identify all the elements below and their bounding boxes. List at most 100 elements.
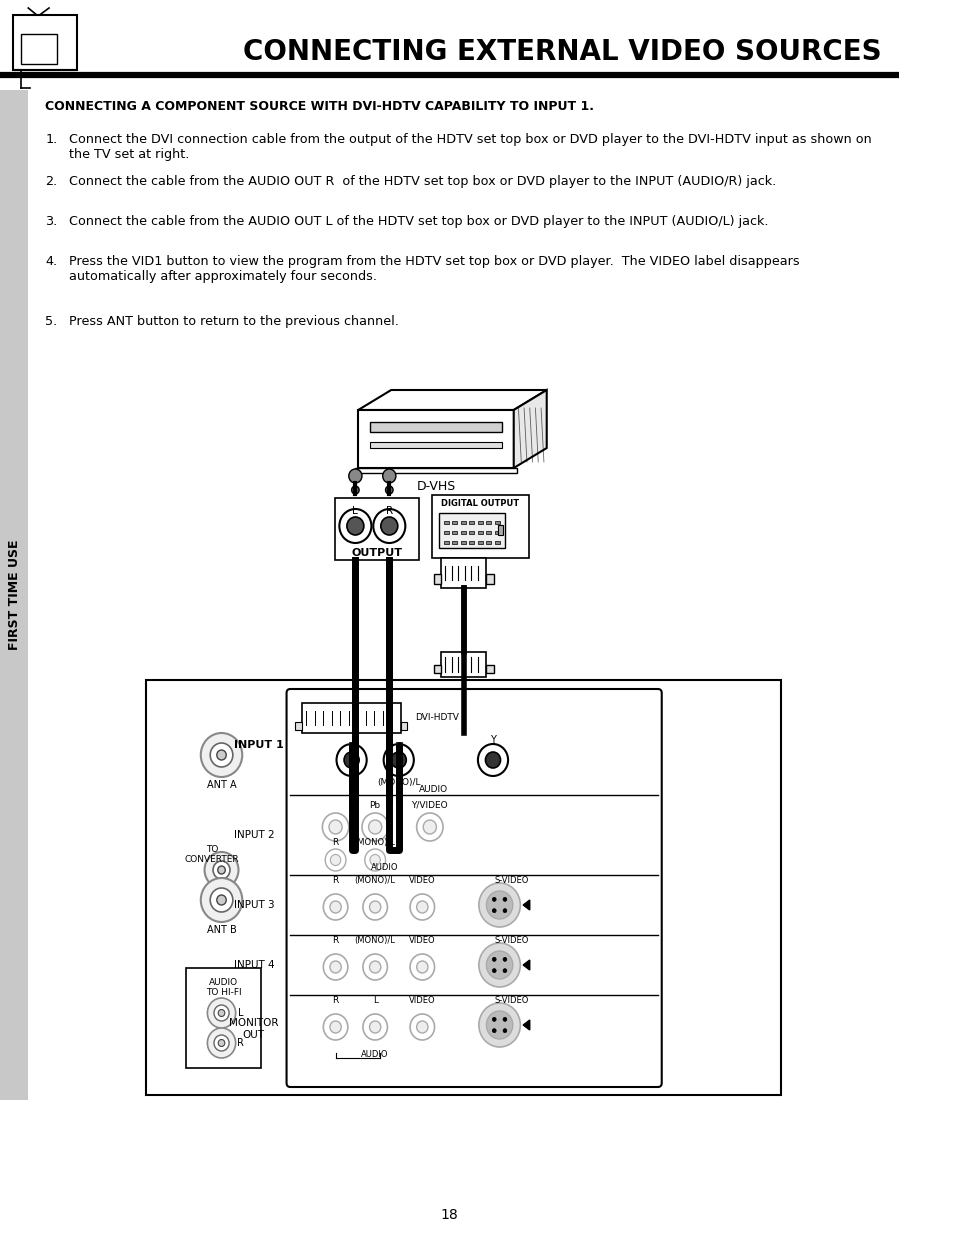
Bar [477,531,482,534]
Text: 2.: 2. [45,175,57,188]
Bar [146,680,780,1095]
Circle shape [410,953,435,981]
Bar [294,722,301,730]
Text: D-VHS: D-VHS [416,479,456,493]
Text: Y/VIDEO: Y/VIDEO [411,800,448,809]
Circle shape [361,813,388,841]
Text: 18: 18 [440,1208,458,1221]
Circle shape [323,953,348,981]
Text: (MONO)/L: (MONO)/L [355,936,395,945]
Bar [400,722,407,730]
Circle shape [485,752,500,768]
Bar [469,531,474,534]
Bar [460,521,465,524]
Bar [369,442,502,448]
Circle shape [416,961,428,973]
Circle shape [492,968,496,973]
Text: R: R [332,876,338,885]
Text: FIRST TIME USE: FIRST TIME USE [8,540,21,651]
Polygon shape [357,390,546,410]
Bar [477,521,482,524]
Circle shape [218,1040,225,1046]
Circle shape [416,813,442,841]
Text: 3.: 3. [45,215,57,228]
Text: CONNECTING EXTERNAL VIDEO SOURCES: CONNECTING EXTERNAL VIDEO SOURCES [242,38,881,65]
Bar [443,531,448,534]
Bar [497,525,503,535]
Bar [469,521,474,524]
Circle shape [330,1021,341,1032]
Polygon shape [522,900,529,910]
Text: Connect the DVI connection cable from the output of the HDTV set top box or DVD : Connect the DVI connection cable from th… [69,133,871,161]
Circle shape [347,517,363,535]
Text: (MONO)/L: (MONO)/L [355,839,395,847]
Text: L: L [352,506,358,516]
Circle shape [339,509,371,543]
Text: DVI-HDTV: DVI-HDTV [415,714,458,722]
Circle shape [368,820,381,834]
Text: (MONO)/L: (MONO)/L [355,876,395,885]
Text: Press ANT button to return to the previous channel.: Press ANT button to return to the previo… [69,315,398,329]
Circle shape [204,852,238,888]
Text: VIDEO: VIDEO [409,995,436,1005]
Circle shape [213,861,230,879]
Text: 5.: 5. [45,315,57,329]
Text: Press the VID1 button to view the program from the HDTV set top box or DVD playe: Press the VID1 button to view the progra… [69,254,799,283]
Text: MONITOR
OUT: MONITOR OUT [229,1018,278,1040]
Text: R: R [332,995,338,1005]
Circle shape [391,752,406,768]
Text: R: R [348,778,355,788]
Text: S-VIDEO: S-VIDEO [495,995,529,1005]
Circle shape [478,944,519,987]
Circle shape [369,902,380,913]
FancyBboxPatch shape [286,689,661,1087]
Text: S-VIDEO: S-VIDEO [495,936,529,945]
Circle shape [486,890,513,919]
Text: R: R [332,936,338,945]
Bar [452,531,456,534]
Text: S-VIDEO: S-VIDEO [495,876,529,885]
Circle shape [336,743,366,776]
Bar [460,531,465,534]
Circle shape [373,509,405,543]
Bar [369,422,502,432]
Text: Connect the cable from the AUDIO OUT L of the HDTV set top box or DVD player to : Connect the cable from the AUDIO OUT L o… [69,215,767,228]
Bar [357,410,514,468]
Text: Y: Y [490,735,496,745]
Bar [434,664,440,673]
Circle shape [322,813,349,841]
Text: L: L [237,1008,243,1018]
Text: TO
CONVERTER: TO CONVERTER [185,845,239,864]
Circle shape [423,820,436,834]
Text: DIGITAL OUTPUT: DIGITAL OUTPUT [440,499,518,509]
Circle shape [325,848,346,871]
Circle shape [216,750,226,760]
Circle shape [207,998,235,1028]
Circle shape [502,1029,506,1032]
Circle shape [492,957,496,961]
Text: AUDIO: AUDIO [361,1050,389,1058]
Text: Pb: Pb [369,800,380,809]
Circle shape [492,1018,496,1021]
Text: R: R [332,839,338,847]
Text: INPUT 4: INPUT 4 [233,960,274,969]
Text: Connect the cable from the AUDIO OUT R  of the HDTV set top box or DVD player to: Connect the cable from the AUDIO OUT R o… [69,175,775,188]
Bar [460,541,465,543]
Circle shape [218,1009,225,1016]
Circle shape [344,752,358,768]
Bar [438,513,505,548]
Text: AUDIO: AUDIO [371,863,398,872]
Text: VIDEO: VIDEO [409,876,436,885]
Circle shape [502,1018,506,1021]
Bar [432,495,528,558]
Circle shape [416,902,428,913]
Text: INPUT 3: INPUT 3 [233,900,274,910]
Circle shape [416,1021,428,1032]
Text: (MONO)/L: (MONO)/L [376,778,420,788]
Circle shape [478,1003,519,1047]
Circle shape [382,469,395,483]
Circle shape [213,1005,229,1021]
Circle shape [492,1029,496,1032]
Bar [301,703,400,734]
Text: AUDIO
TO HI-FI: AUDIO TO HI-FI [206,978,241,998]
